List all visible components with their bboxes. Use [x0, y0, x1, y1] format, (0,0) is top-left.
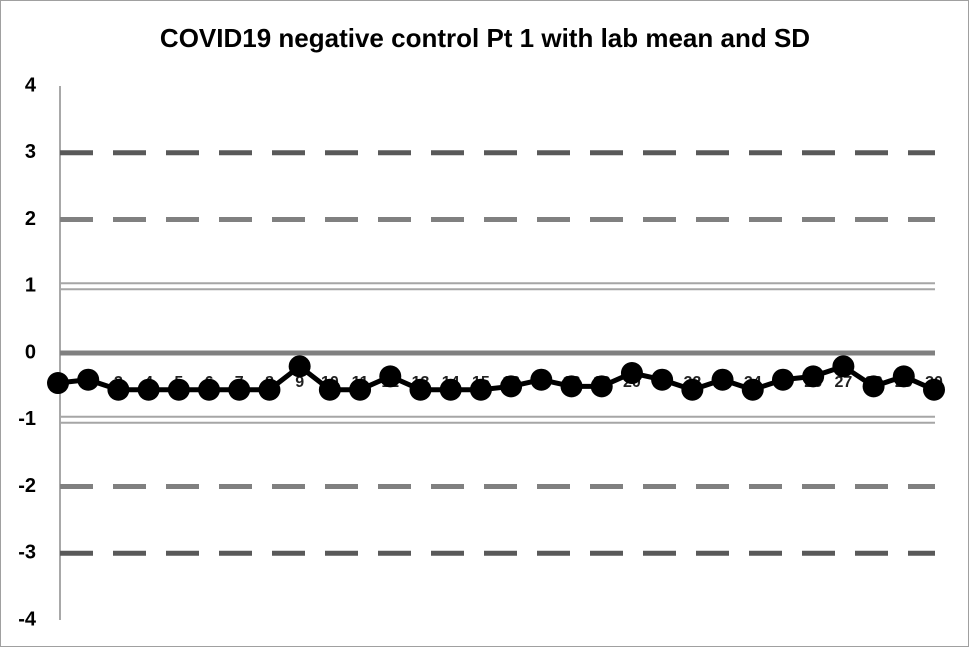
data-point	[711, 368, 734, 391]
data-point	[469, 378, 492, 401]
data-point	[167, 378, 190, 401]
data-point	[198, 378, 221, 401]
data-point	[258, 378, 281, 401]
y-tick-label: -1	[18, 408, 36, 430]
data-point	[620, 362, 643, 385]
data-point	[681, 378, 704, 401]
data-point	[379, 365, 402, 388]
data-point	[47, 372, 69, 395]
x-tick-label: 9	[295, 374, 304, 391]
data-point	[923, 378, 945, 401]
data-point	[832, 355, 855, 378]
data-point	[530, 368, 553, 391]
data-point	[349, 378, 372, 401]
data-point	[590, 375, 613, 398]
data-point	[741, 378, 764, 401]
data-point	[137, 378, 160, 401]
data-point	[892, 365, 915, 388]
data-point	[802, 365, 825, 388]
data-point	[771, 368, 794, 391]
data-point	[228, 378, 251, 401]
y-tick-label: -2	[18, 475, 36, 497]
data-point	[651, 368, 674, 391]
y-tick-label: 3	[25, 141, 36, 163]
data-point	[288, 355, 311, 378]
data-point	[560, 375, 583, 398]
data-point	[862, 375, 885, 398]
y-tick-label: 0	[25, 341, 36, 363]
chart-title: COVID19 negative control Pt 1 with lab m…	[160, 23, 810, 53]
data-point	[439, 378, 462, 401]
y-tick-label: -4	[18, 608, 37, 630]
data-point	[500, 375, 523, 398]
y-tick-label: 4	[25, 74, 37, 96]
y-tick-label: 1	[25, 275, 36, 297]
y-tick-label: 2	[25, 208, 36, 230]
data-point	[77, 368, 100, 391]
y-tick-label: -3	[18, 542, 36, 564]
data-point	[318, 378, 341, 401]
data-point	[409, 378, 432, 401]
x-tick-label: 27	[834, 374, 852, 391]
data-point	[107, 378, 130, 401]
